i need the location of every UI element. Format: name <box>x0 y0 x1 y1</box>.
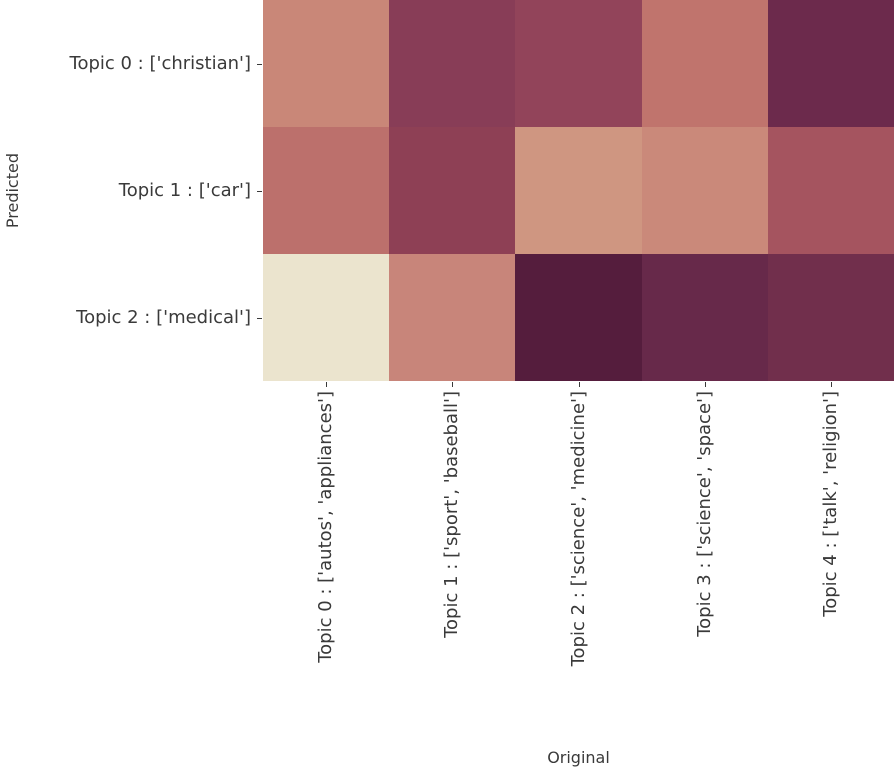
y-tick-label-1: Topic 1 : ['car'] <box>118 179 251 201</box>
x-tick-mark-3 <box>705 382 706 387</box>
heatmap-cell-r2-c1 <box>389 254 516 381</box>
heatmap-cell-r0-c3 <box>641 0 768 127</box>
x-tick-mark-0 <box>326 382 327 387</box>
y-tick-mark-1 <box>257 191 262 192</box>
y-tick-label-0: Topic 0 : ['christian'] <box>69 52 251 74</box>
x-tick-label-1: Topic 1 : ['sport', 'baseball'] <box>441 391 463 638</box>
heatmap-cell-r2-c0 <box>263 254 390 381</box>
x-axis-title: Original <box>547 748 610 767</box>
heatmap-cell-r0-c4 <box>767 0 894 127</box>
heatmap-cell-r0-c2 <box>515 0 642 127</box>
heatmap-cell-r0-c0 <box>263 0 390 127</box>
heatmap-cell-r1-c4 <box>767 127 894 254</box>
y-axis-title: Predicted <box>3 153 22 229</box>
x-tick-label-4: Topic 4 : ['talk', 'religion'] <box>819 391 841 617</box>
heatmap-cell-r1-c1 <box>389 127 516 254</box>
x-tick-label-2: Topic 2 : ['science', 'medicine'] <box>567 391 589 667</box>
heatmap-cell-r1-c3 <box>641 127 768 254</box>
x-tick-label-0: Topic 0 : ['autos', 'appliances'] <box>315 391 337 663</box>
x-tick-mark-4 <box>831 382 832 387</box>
x-tick-mark-2 <box>579 382 580 387</box>
y-tick-mark-0 <box>257 64 262 65</box>
heatmap-cell-r2-c2 <box>515 254 642 381</box>
y-tick-label-2: Topic 2 : ['medical'] <box>76 306 251 328</box>
x-tick-label-3: Topic 3 : ['science', 'space'] <box>693 391 715 637</box>
heatmap-cell-r2-c4 <box>767 254 894 381</box>
heatmap-plot-area <box>263 0 894 381</box>
heatmap-cell-r2-c3 <box>641 254 768 381</box>
heatmap-cell-r1-c0 <box>263 127 390 254</box>
y-tick-mark-2 <box>257 318 262 319</box>
x-tick-mark-1 <box>452 382 453 387</box>
heatmap-cell-r0-c1 <box>389 0 516 127</box>
heatmap-cell-r1-c2 <box>515 127 642 254</box>
